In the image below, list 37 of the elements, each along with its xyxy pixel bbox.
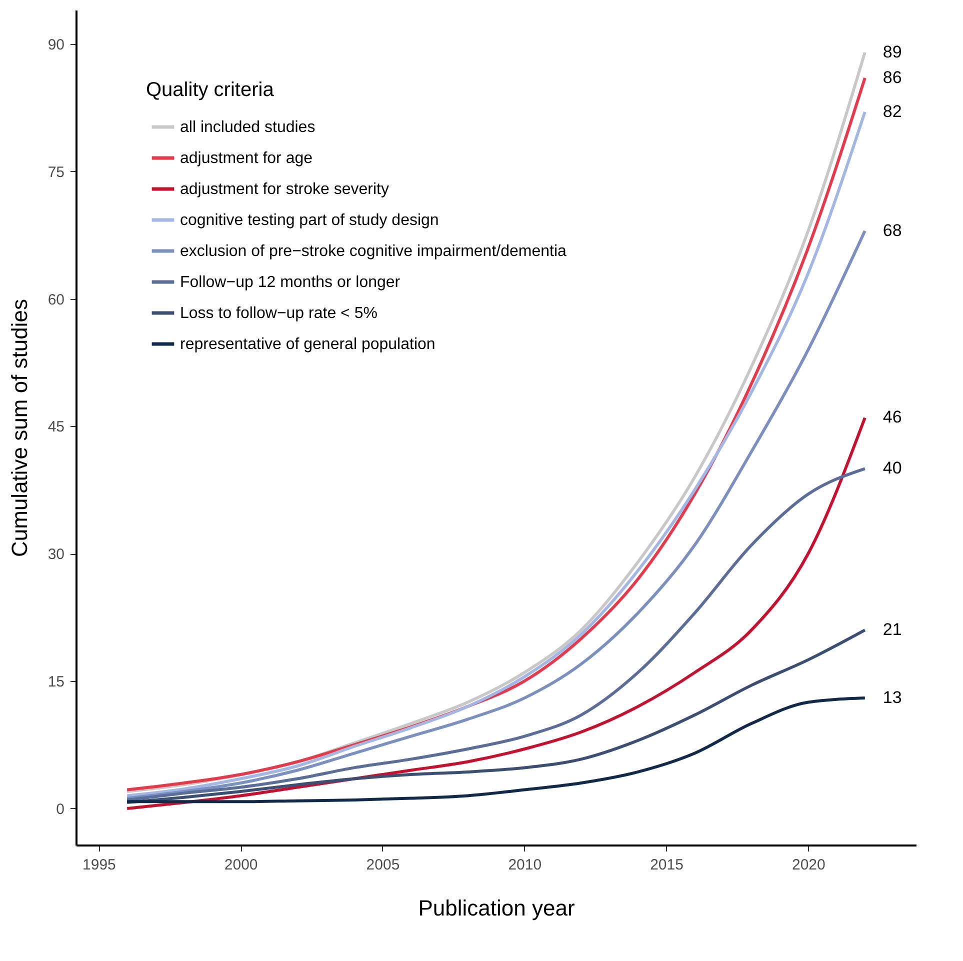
legend-label: exclusion of pre−stroke cognitive impairment/dementia [180,243,567,260]
x-tick-label: 1995 [82,856,116,874]
line-series [126,416,866,810]
y-tick-label: 30 [48,546,64,564]
line-series [126,229,866,800]
legend-label: cognitive testing part of study design [180,212,439,229]
data-label: 46 [882,408,902,427]
y-tick-label: 90 [48,36,64,54]
line-series [126,628,866,804]
data-label: 40 [882,458,902,478]
data-label: 89 [882,42,902,62]
data-label: 82 [882,102,902,121]
legend-label: adjustment for stroke severity [180,181,389,198]
y-tick-label: 75 [48,164,64,181]
x-tick-label: 2010 [508,856,542,874]
legend-title: Quality criteria [146,79,275,101]
x-tick-label: 2005 [366,856,400,874]
x-axis-title: Publication year [418,896,575,920]
y-tick-label: 0 [56,800,64,818]
y-tick-label: 60 [48,291,64,308]
x-tick-label: 2000 [224,856,258,874]
data-label: 21 [882,620,902,640]
legend-label: Follow−up 12 months or longer [180,274,401,291]
y-axis-title: Cumulative sum of studies [6,299,32,557]
legend-label: adjustment for age [180,150,313,167]
x-tick-label: 2020 [792,856,826,874]
legend-label: all included studies [180,119,316,136]
line-series [126,696,866,804]
y-tick-label: 15 [48,674,64,691]
y-tick-label: 45 [48,418,64,436]
x-tick-label: 2015 [650,856,684,874]
line-series [126,467,866,802]
legend-label: representative of general population [180,336,436,353]
data-label: 68 [882,220,902,240]
data-label: 86 [882,68,902,87]
legend-label: Loss to follow−up rate < 5% [180,305,378,322]
data-label: 13 [882,688,902,708]
